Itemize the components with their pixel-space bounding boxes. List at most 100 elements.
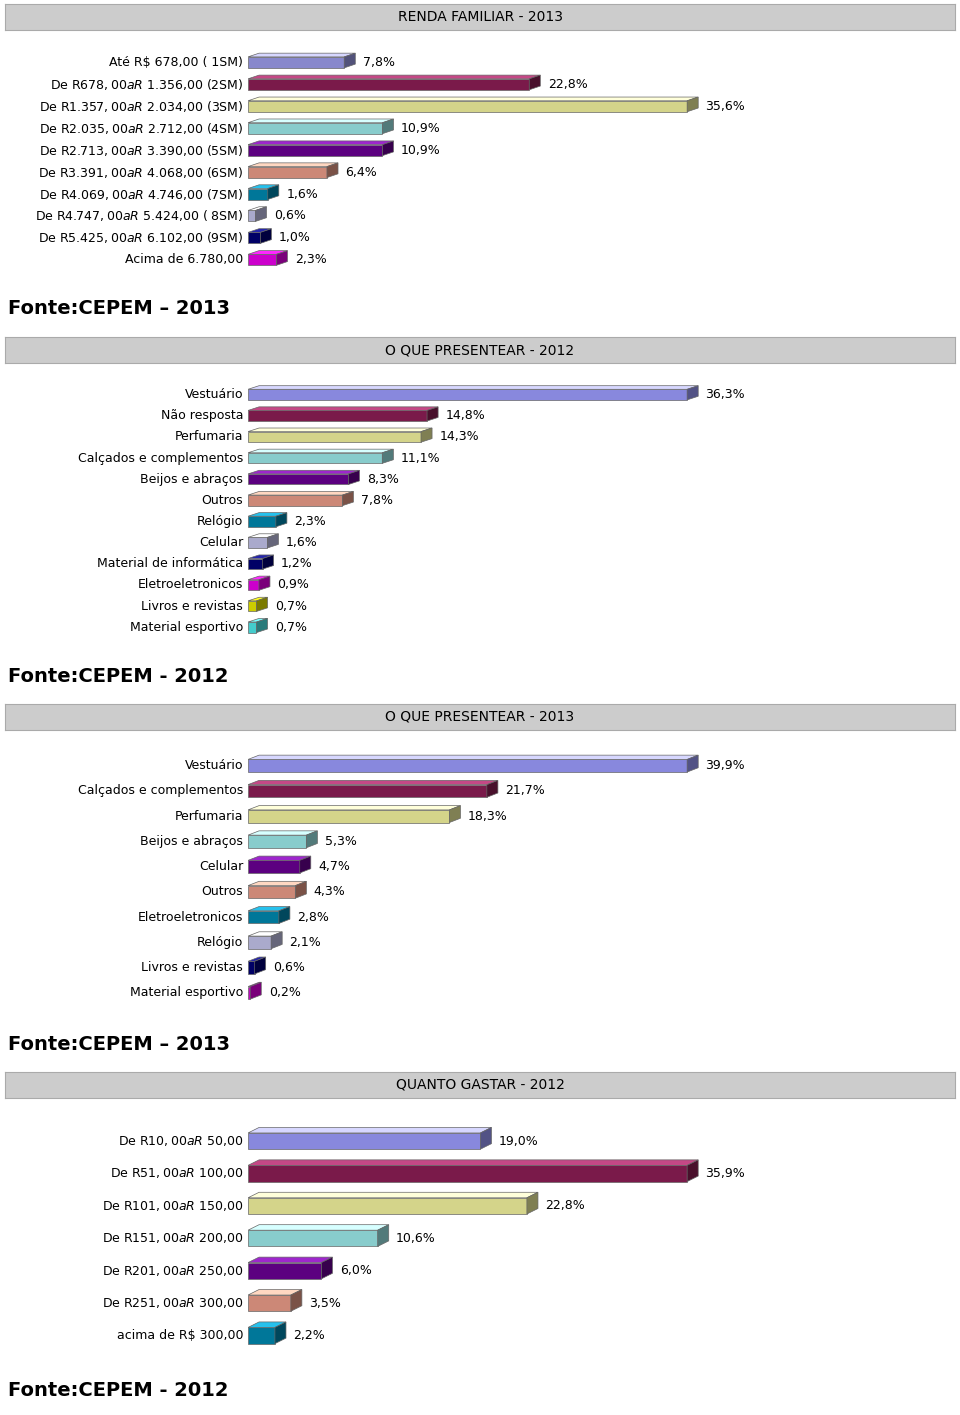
Polygon shape bbox=[248, 512, 287, 516]
Polygon shape bbox=[306, 831, 318, 848]
Text: 18,3%: 18,3% bbox=[468, 809, 508, 822]
Bar bbox=[248, 232, 260, 243]
Text: De R$ 51,00 a R$ 100,00: De R$ 51,00 a R$ 100,00 bbox=[109, 1166, 243, 1180]
Text: Fonte:CEPEM – 2013: Fonte:CEPEM – 2013 bbox=[8, 300, 230, 318]
Text: 0,7%: 0,7% bbox=[275, 600, 307, 613]
Bar bbox=[248, 538, 267, 548]
Polygon shape bbox=[275, 1322, 286, 1344]
Bar bbox=[248, 559, 262, 569]
Text: 22,8%: 22,8% bbox=[545, 1200, 585, 1213]
Polygon shape bbox=[248, 54, 355, 57]
Polygon shape bbox=[345, 54, 355, 68]
Bar bbox=[248, 389, 687, 400]
Text: Eletroeletronicos: Eletroeletronicos bbox=[138, 911, 243, 924]
Bar bbox=[248, 623, 256, 633]
Text: 10,6%: 10,6% bbox=[396, 1232, 436, 1245]
Polygon shape bbox=[300, 856, 311, 873]
Polygon shape bbox=[248, 75, 540, 79]
Polygon shape bbox=[248, 781, 498, 785]
Text: De R$ 3.391,00 a R$ 4.068,00 (6SM): De R$ 3.391,00 a R$ 4.068,00 (6SM) bbox=[37, 164, 243, 180]
Text: 10,9%: 10,9% bbox=[401, 122, 441, 134]
Text: Vestuário: Vestuário bbox=[184, 760, 243, 773]
Bar bbox=[248, 911, 278, 924]
Text: Perfumaria: Perfumaria bbox=[175, 809, 243, 822]
Polygon shape bbox=[248, 119, 394, 123]
Text: De R$ 4.747,00 a R$ 5.424,00 ( 8SM): De R$ 4.747,00 a R$ 5.424,00 ( 8SM) bbox=[35, 208, 243, 224]
Polygon shape bbox=[248, 207, 267, 211]
Polygon shape bbox=[248, 1257, 332, 1262]
Text: Perfumaria: Perfumaria bbox=[175, 430, 243, 443]
Text: 10,9%: 10,9% bbox=[401, 144, 441, 157]
Polygon shape bbox=[248, 856, 311, 860]
Text: Fonte:CEPEM – 2013: Fonte:CEPEM – 2013 bbox=[8, 1034, 230, 1054]
Polygon shape bbox=[248, 831, 318, 835]
Text: 35,6%: 35,6% bbox=[706, 100, 745, 113]
Text: Vestuário: Vestuário bbox=[184, 388, 243, 400]
Text: 7,8%: 7,8% bbox=[363, 55, 395, 69]
Bar bbox=[248, 167, 327, 177]
Polygon shape bbox=[248, 408, 438, 410]
Polygon shape bbox=[248, 1193, 538, 1197]
Polygon shape bbox=[248, 470, 359, 474]
Bar bbox=[248, 211, 255, 221]
Text: 7,8%: 7,8% bbox=[361, 494, 393, 507]
Text: De R$ 201,00 a R$ 250,00: De R$ 201,00 a R$ 250,00 bbox=[102, 1264, 243, 1278]
Bar bbox=[248, 1295, 291, 1312]
Text: De R$ 101,00 a R$ 150,00: De R$ 101,00 a R$ 150,00 bbox=[102, 1199, 243, 1213]
Polygon shape bbox=[421, 427, 432, 441]
Text: Relógio: Relógio bbox=[197, 515, 243, 528]
Text: Material de informática: Material de informática bbox=[97, 558, 243, 570]
Bar bbox=[248, 432, 421, 441]
Text: 0,2%: 0,2% bbox=[269, 986, 300, 999]
Polygon shape bbox=[271, 932, 282, 948]
Bar bbox=[248, 410, 427, 422]
Text: Fonte:CEPEM - 2012: Fonte:CEPEM - 2012 bbox=[8, 666, 228, 685]
Polygon shape bbox=[248, 250, 287, 255]
Polygon shape bbox=[248, 805, 461, 809]
Polygon shape bbox=[248, 882, 306, 886]
Text: 6,0%: 6,0% bbox=[340, 1264, 372, 1278]
Polygon shape bbox=[248, 142, 394, 144]
Text: 36,3%: 36,3% bbox=[706, 388, 745, 400]
Text: 2,1%: 2,1% bbox=[290, 935, 322, 949]
Polygon shape bbox=[348, 470, 359, 484]
Bar bbox=[248, 453, 382, 463]
Polygon shape bbox=[248, 1289, 301, 1295]
Bar bbox=[248, 79, 529, 89]
Polygon shape bbox=[248, 533, 278, 538]
Text: 1,6%: 1,6% bbox=[286, 536, 318, 549]
Bar bbox=[248, 601, 256, 611]
Polygon shape bbox=[248, 427, 432, 432]
Text: 3,5%: 3,5% bbox=[309, 1296, 341, 1310]
Polygon shape bbox=[248, 386, 698, 389]
Text: 2,8%: 2,8% bbox=[298, 911, 329, 924]
Polygon shape bbox=[248, 756, 698, 760]
Text: Material esportivo: Material esportivo bbox=[130, 621, 243, 634]
Text: Material esportivo: Material esportivo bbox=[130, 986, 243, 999]
Text: De R$ 2.035,00 a R$ 2.712,00 (4SM): De R$ 2.035,00 a R$ 2.712,00 (4SM) bbox=[38, 120, 243, 136]
Text: Beijos e abraços: Beijos e abraços bbox=[140, 835, 243, 848]
Text: De R$ 5.425,00 a R$ 6.102,00 (9SM): De R$ 5.425,00 a R$ 6.102,00 (9SM) bbox=[37, 231, 243, 245]
Polygon shape bbox=[267, 533, 278, 548]
Text: Outros: Outros bbox=[202, 886, 243, 899]
Polygon shape bbox=[254, 957, 266, 974]
Polygon shape bbox=[248, 1225, 389, 1230]
Polygon shape bbox=[382, 142, 394, 156]
Polygon shape bbox=[248, 957, 266, 961]
Polygon shape bbox=[327, 163, 338, 177]
Text: 14,3%: 14,3% bbox=[440, 430, 479, 443]
Bar bbox=[248, 860, 300, 873]
Bar bbox=[248, 516, 276, 526]
Text: 22,8%: 22,8% bbox=[548, 78, 588, 91]
Text: 21,7%: 21,7% bbox=[505, 784, 545, 798]
Polygon shape bbox=[382, 449, 394, 463]
Text: 1,6%: 1,6% bbox=[286, 188, 318, 201]
Bar bbox=[248, 255, 276, 266]
Bar bbox=[248, 495, 343, 505]
Polygon shape bbox=[276, 512, 287, 526]
Text: 1,2%: 1,2% bbox=[281, 558, 313, 570]
Text: 2,3%: 2,3% bbox=[295, 253, 326, 266]
Polygon shape bbox=[248, 932, 282, 937]
Bar bbox=[248, 1230, 377, 1247]
Text: O QUE PRESENTEAR - 2013: O QUE PRESENTEAR - 2013 bbox=[385, 710, 575, 724]
